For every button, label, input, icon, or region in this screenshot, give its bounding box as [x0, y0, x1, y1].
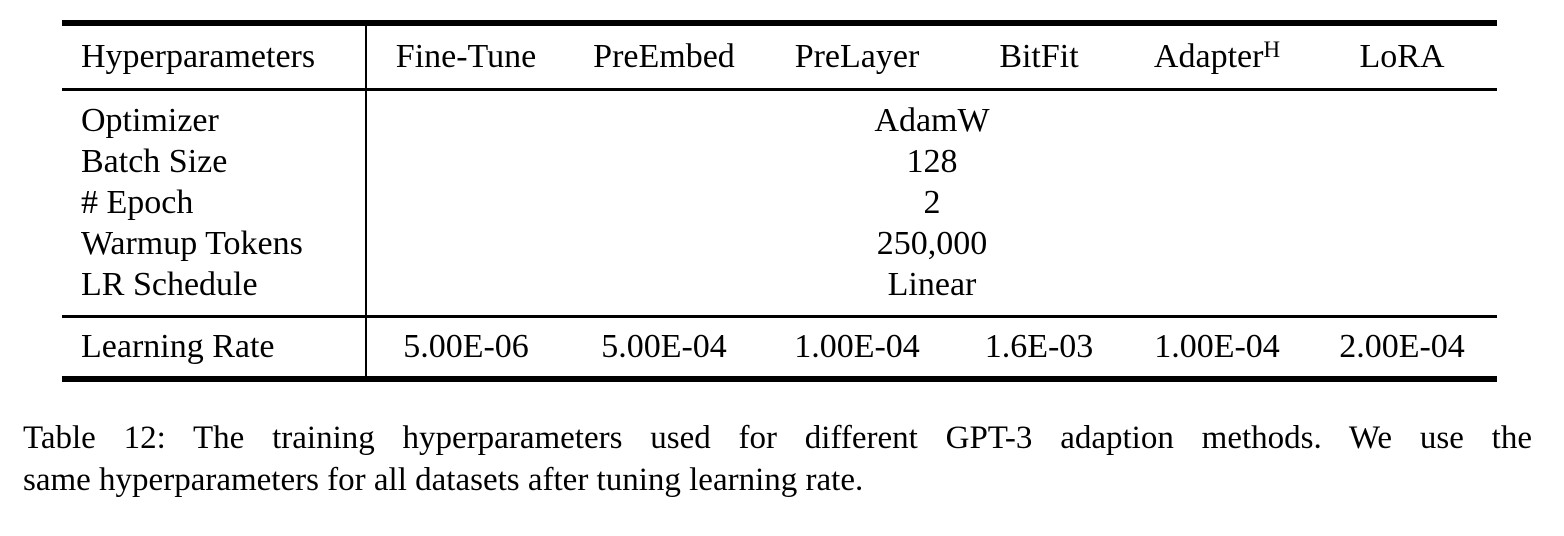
learning-rate-label: Learning Rate	[81, 328, 275, 365]
lr-fine-tune: 5.00E-06	[403, 328, 529, 365]
lr-prelayer: 1.00E-04	[794, 328, 920, 365]
lr-lora: 2.00E-04	[1339, 328, 1465, 365]
value-lr-schedule: Linear	[887, 266, 977, 303]
col-header-adapter-h: AdapterH	[1127, 38, 1307, 76]
table-bottom-rule	[62, 376, 1497, 382]
value-warmup-tokens: 250,000	[876, 225, 988, 262]
col-header-lora: LoRA	[1359, 38, 1445, 75]
value-batch-size: 128	[906, 143, 958, 180]
header-method-columns: Fine-Tune PreEmbed PreLayer BitFit Adapt…	[367, 26, 1497, 88]
lr-preembed: 5.00E-04	[601, 328, 727, 365]
row-label-lr-schedule: LR Schedule	[81, 266, 258, 303]
value-optimizer: AdamW	[874, 102, 990, 139]
shared-row-labels: Optimizer Batch Size # Epoch Warmup Toke…	[62, 91, 367, 315]
shared-row-values: AdamW 128 2 250,000 Linear	[367, 91, 1497, 315]
lr-bitfit: 1.6E-03	[984, 328, 1094, 365]
adapter-superscript: H	[1263, 36, 1281, 62]
col-header-fine-tune: Fine-Tune	[395, 38, 537, 75]
shared-hyperparameters-section: Optimizer Batch Size # Epoch Warmup Toke…	[62, 91, 1497, 315]
value-epoch: 2	[923, 184, 941, 221]
caption-line-1: Table 12: The training hyperparameters u…	[23, 420, 1532, 456]
col-header-preembed: PreEmbed	[593, 38, 735, 75]
row-label-batch-size: Batch Size	[81, 143, 228, 180]
col-header-bitfit: BitFit	[999, 38, 1079, 75]
row-label-warmup-tokens: Warmup Tokens	[81, 225, 303, 262]
lr-adapter-h: 1.00E-04	[1154, 328, 1280, 365]
header-corner-text: Hyperparameters	[81, 38, 316, 75]
row-label-optimizer: Optimizer	[81, 102, 219, 139]
table-header-row: Hyperparameters Fine-Tune PreEmbed PreLa…	[62, 26, 1497, 88]
col-header-prelayer: PreLayer	[794, 38, 920, 75]
header-separator-rule	[62, 88, 1497, 91]
table-top-rule	[62, 20, 1497, 26]
row-label-epoch: # Epoch	[81, 184, 194, 221]
caption-line-2: same hyperparameters for all datasets af…	[23, 462, 864, 498]
adapter-base-text: Adapter	[1153, 38, 1264, 75]
header-corner-label: Hyperparameters	[62, 26, 367, 88]
learning-rate-values: 5.00E-06 5.00E-04 1.00E-04 1.6E-03 1.00E…	[367, 318, 1497, 376]
learning-rate-separator-rule	[62, 315, 1497, 318]
learning-rate-label-cell: Learning Rate	[62, 318, 367, 376]
table-caption: Table 12: The training hyperparameters u…	[23, 417, 1532, 501]
hyperparameters-table: Hyperparameters Fine-Tune PreEmbed PreLa…	[62, 20, 1497, 382]
learning-rate-row: Learning Rate 5.00E-06 5.00E-04 1.00E-04…	[62, 318, 1497, 376]
